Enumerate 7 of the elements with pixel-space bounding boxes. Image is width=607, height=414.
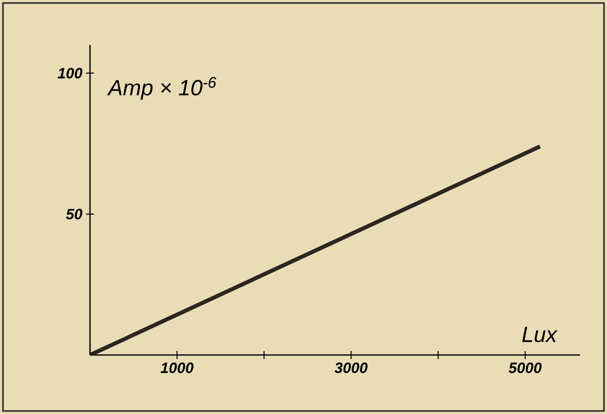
y-tick-label: 50 [66, 208, 82, 220]
x-tick-label: 5000 [508, 362, 542, 374]
x-tick-label: 1000 [160, 362, 194, 374]
y-tick-label: 100 [58, 68, 82, 78]
x-axis-title: Lux [522, 326, 558, 342]
x-tick-label: 3000 [334, 362, 368, 374]
y-axis-title: Amp × 10$^{-6}$ [107, 77, 216, 100]
